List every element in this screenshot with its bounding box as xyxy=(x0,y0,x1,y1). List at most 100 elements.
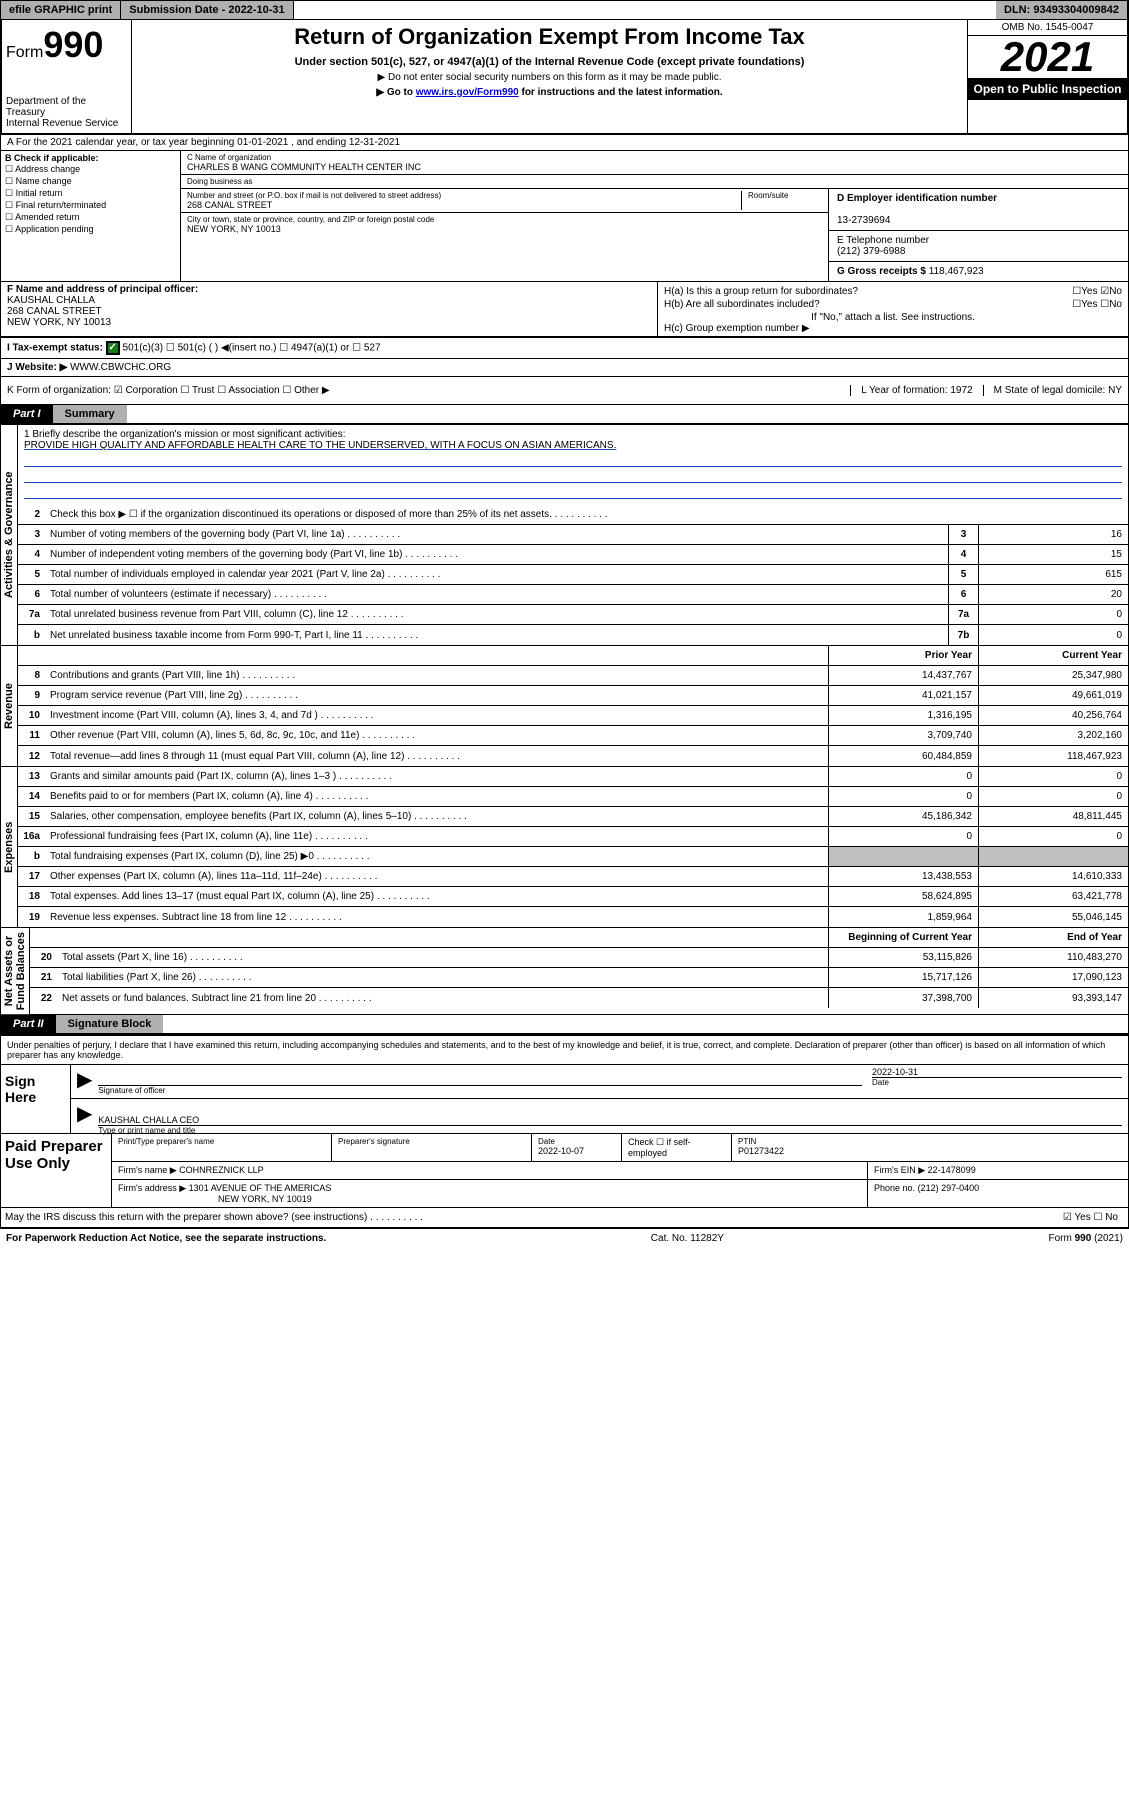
section-f-h: F Name and address of principal officer:… xyxy=(0,282,1129,337)
line-21: 21Total liabilities (Part X, line 26)15,… xyxy=(30,968,1128,988)
line-b: bTotal fundraising expenses (Part IX, co… xyxy=(18,847,1128,867)
irs-link[interactable]: www.irs.gov/Form990 xyxy=(416,87,519,98)
line-15: 15Salaries, other compensation, employee… xyxy=(18,807,1128,827)
efile-print-button[interactable]: efile GRAPHIC print xyxy=(1,1,121,19)
gross-value: 118,467,923 xyxy=(929,266,984,277)
footer-left: For Paperwork Reduction Act Notice, see … xyxy=(6,1233,326,1244)
mission-text: PROVIDE HIGH QUALITY AND AFFORDABLE HEAL… xyxy=(24,440,1122,451)
hb-note: If "No," attach a list. See instructions… xyxy=(664,312,1122,323)
line-a: A For the 2021 calendar year, or tax yea… xyxy=(0,135,1129,151)
line-7a: 7aTotal unrelated business revenue from … xyxy=(18,605,1128,625)
officer-street: 268 CANAL STREET xyxy=(7,306,102,317)
org-name-block: C Name of organization CHARLES B WANG CO… xyxy=(181,151,1128,175)
ein-block: D Employer identification number 13-2739… xyxy=(829,189,1128,231)
gross-receipts: G Gross receipts $ 118,467,923 xyxy=(829,262,1128,281)
officer-label: F Name and address of principal officer: xyxy=(7,284,198,295)
ptin-value: P01273422 xyxy=(738,1146,1122,1156)
chk-name-change[interactable]: ☐ Name change xyxy=(5,176,176,187)
part2-title: Signature Block xyxy=(56,1015,164,1033)
chk-amended-return[interactable]: ☐ Amended return xyxy=(5,212,176,223)
line-22: 22Net assets or fund balances. Subtract … xyxy=(30,988,1128,1008)
state-domicile: M State of legal domicile: NY xyxy=(983,385,1122,396)
part1-header-row: Part ISummary xyxy=(0,405,1129,424)
vtab-governance: Activities & Governance xyxy=(1,425,18,645)
revenue-header-row: Prior Year Current Year xyxy=(18,646,1128,666)
section-i-j: I Tax-exempt status: ✓ 501(c)(3) ☐ 501(c… xyxy=(0,337,1129,377)
footer-right: Form 990 (2021) xyxy=(1049,1233,1124,1244)
officer-city: NEW YORK, NY 10013 xyxy=(7,317,111,328)
chk-address-change[interactable]: ☐ Address change xyxy=(5,164,176,175)
footer-mid: Cat. No. 11282Y xyxy=(651,1233,724,1244)
city-block: City or town, state or province, country… xyxy=(181,213,828,236)
line-12: 12Total revenue—add lines 8 through 11 (… xyxy=(18,746,1128,766)
section-k-l-m: K Form of organization: ☑ Corporation ☐ … xyxy=(0,377,1129,405)
beg-year-header: Beginning of Current Year xyxy=(828,928,978,947)
tax-year: 2021 xyxy=(968,36,1127,78)
line-16a: 16aProfessional fundraising fees (Part I… xyxy=(18,827,1128,847)
form-org-label: K Form of organization: ☑ Corporation ☐ … xyxy=(7,385,330,396)
part1-badge: Part I xyxy=(1,405,53,423)
org-name: CHARLES B WANG COMMUNITY HEALTH CENTER I… xyxy=(187,162,1122,172)
firm-phone-label: Phone no. xyxy=(874,1183,915,1193)
subtitle-3: ▶ Go to www.irs.gov/Form990 for instruct… xyxy=(140,87,959,98)
part1-title: Summary xyxy=(53,405,127,423)
subtitle-2: ▶ Do not enter social security numbers o… xyxy=(140,72,959,83)
form-number: Form990 xyxy=(6,24,127,66)
sig-date: 2022-10-31 xyxy=(872,1067,918,1077)
sig-arrow-icon-2: ▶ xyxy=(77,1101,92,1131)
gross-label: G Gross receipts $ xyxy=(837,266,929,277)
city-value: NEW YORK, NY 10013 xyxy=(187,224,822,234)
chk-initial-return[interactable]: ☐ Initial return xyxy=(5,188,176,199)
summary-expenses: Expenses 13Grants and similar amounts pa… xyxy=(0,767,1129,928)
prep-name-label: Print/Type preparer's name xyxy=(118,1137,325,1146)
room-label: Room/suite xyxy=(742,191,822,210)
top-bar: efile GRAPHIC print Submission Date - 20… xyxy=(0,0,1129,20)
street-block: Number and street (or P.O. box if mail i… xyxy=(187,191,742,210)
firm-addr-label: Firm's address ▶ xyxy=(118,1183,186,1193)
paid-preparer-label: Paid Preparer Use Only xyxy=(1,1134,111,1207)
website-value: WWW.CBWCHC.ORG xyxy=(70,362,171,373)
firm-city: NEW YORK, NY 10019 xyxy=(218,1194,312,1204)
summary-governance: Activities & Governance 1 Briefly descri… xyxy=(0,424,1129,646)
sign-here-label: Sign Here xyxy=(1,1065,71,1133)
signature-block: Under penalties of perjury, I declare th… xyxy=(0,1034,1129,1228)
firm-phone: (212) 297-0400 xyxy=(918,1183,980,1193)
chk-501c3[interactable]: ✓ xyxy=(106,341,120,355)
may-irs-answer: ☑ Yes ☐ No xyxy=(948,1212,1128,1223)
chk-application-pending[interactable]: ☐ Application pending xyxy=(5,224,176,235)
inspection-badge: Open to Public Inspection xyxy=(968,78,1127,100)
ha-answer: ☐Yes ☑No xyxy=(1072,286,1122,297)
paid-preparer-block: Paid Preparer Use Only Print/Type prepar… xyxy=(1,1133,1128,1207)
line-10: 10Investment income (Part VIII, column (… xyxy=(18,706,1128,726)
mission-question: 1 Briefly describe the organization's mi… xyxy=(24,429,1122,440)
phone-value: (212) 379-6988 xyxy=(837,246,905,257)
tax-exempt-label: I Tax-exempt status: xyxy=(7,343,103,354)
net-header-row: Beginning of Current Year End of Year xyxy=(30,928,1128,948)
officer-name: KAUSHAL CHALLA xyxy=(7,295,95,306)
dba-label: Doing business as xyxy=(187,177,1122,186)
col-b-header: B Check if applicable: xyxy=(5,153,99,163)
tax-exempt-opts: 501(c)(3) ☐ 501(c) ( ) ◀(insert no.) ☐ 4… xyxy=(123,343,381,354)
phone-label: E Telephone number xyxy=(837,235,929,246)
firm-name-label: Firm's name ▶ xyxy=(118,1165,177,1175)
end-year-header: End of Year xyxy=(978,928,1128,947)
firm-ein: 22-1478099 xyxy=(928,1165,976,1175)
prior-year-header: Prior Year xyxy=(828,646,978,665)
may-irs-question: May the IRS discuss this return with the… xyxy=(1,1210,948,1225)
sig-disclaimer: Under penalties of perjury, I declare th… xyxy=(1,1036,1128,1065)
col-f: F Name and address of principal officer:… xyxy=(1,282,658,336)
sig-officer-label: Signature of officer xyxy=(98,1085,862,1095)
chk-self-employed[interactable]: Check ☐ if self-employed xyxy=(622,1134,732,1161)
ha-question: H(a) Is this a group return for subordin… xyxy=(664,286,858,297)
form-title: Return of Organization Exempt From Incom… xyxy=(140,24,959,50)
street-label: Number and street (or P.O. box if mail i… xyxy=(187,191,741,200)
summary-netassets: Net Assets or Fund Balances Beginning of… xyxy=(0,928,1129,1015)
line-11: 11Other revenue (Part VIII, column (A), … xyxy=(18,726,1128,746)
col-b-checkboxes: B Check if applicable: ☐ Address change … xyxy=(1,151,181,281)
line-6: 6Total number of volunteers (estimate if… xyxy=(18,585,1128,605)
sig-name: KAUSHAL CHALLA CEO xyxy=(98,1115,1122,1125)
section-b-c-d-e: B Check if applicable: ☐ Address change … xyxy=(0,151,1129,282)
sig-date-label: Date xyxy=(872,1077,1122,1087)
chk-final-return[interactable]: ☐ Final return/terminated xyxy=(5,200,176,211)
page-footer: For Paperwork Reduction Act Notice, see … xyxy=(0,1228,1129,1248)
